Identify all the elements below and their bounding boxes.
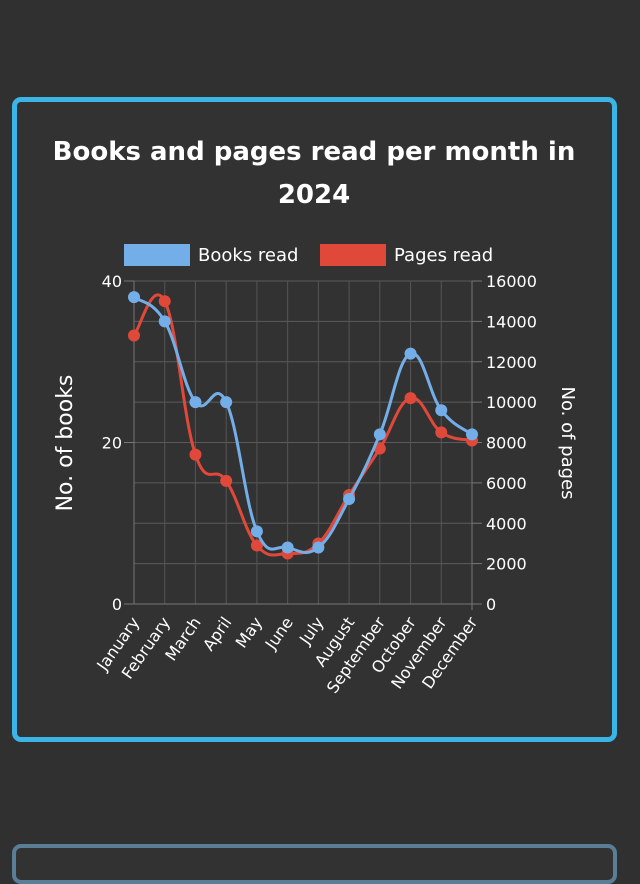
data-point-books [466,428,478,441]
data-point-books [312,541,325,554]
chart-title-line-2: 2024 [278,180,350,210]
tick-label-right: 2000 [486,555,527,574]
tick-label-right: 0 [486,595,496,614]
data-point-pages [158,295,171,308]
tick-label-right: 12000 [486,353,537,372]
data-point-pages [435,426,448,439]
legend-swatch-pages [320,244,386,266]
data-point-pages [220,474,233,487]
tick-label-left: 40 [102,272,122,291]
data-point-books [404,347,417,360]
tick-label-right: 8000 [486,434,527,453]
data-point-books [220,396,233,409]
data-point-pages [189,448,202,461]
chart-title-line-1: Books and pages read per month in [53,137,576,167]
legend-swatch-books [124,244,190,266]
data-point-pages [250,539,263,552]
data-point-books [343,493,356,506]
series-line-books [133,295,473,555]
tick-label-right: 16000 [486,272,537,291]
y-axis-right-title: No. of pages [557,386,578,499]
x-tick-label: April [199,613,236,654]
legend-label-pages: Pages read [394,245,493,266]
data-point-books [373,428,386,441]
legend-label-books: Books read [198,245,298,266]
tick-label-right: 6000 [486,474,527,493]
data-point-books [281,541,294,554]
tick-label-left: 20 [102,434,122,453]
data-point-books [128,291,140,304]
series-line-pages [132,293,473,557]
y-axis-left-title: No. of books [53,375,78,512]
tick-label-right: 4000 [486,514,527,533]
chart-card [12,97,617,742]
data-point-pages [128,329,140,342]
x-tick-label: May [232,613,267,651]
legend: Books read Pages read [124,244,493,266]
data-point-pages [404,392,417,405]
tick-label-right: 10000 [486,393,537,412]
data-point-books [158,315,171,328]
tick-label-left: 0 [112,595,122,614]
data-point-books [189,396,202,409]
tick-label-right: 14000 [486,312,537,331]
x-tick-label: June [261,613,297,653]
data-point-pages [373,442,386,455]
data-point-books [435,404,448,417]
line-chart: Books and pages read per month in 2024 B… [53,137,578,697]
data-point-books [250,525,263,538]
